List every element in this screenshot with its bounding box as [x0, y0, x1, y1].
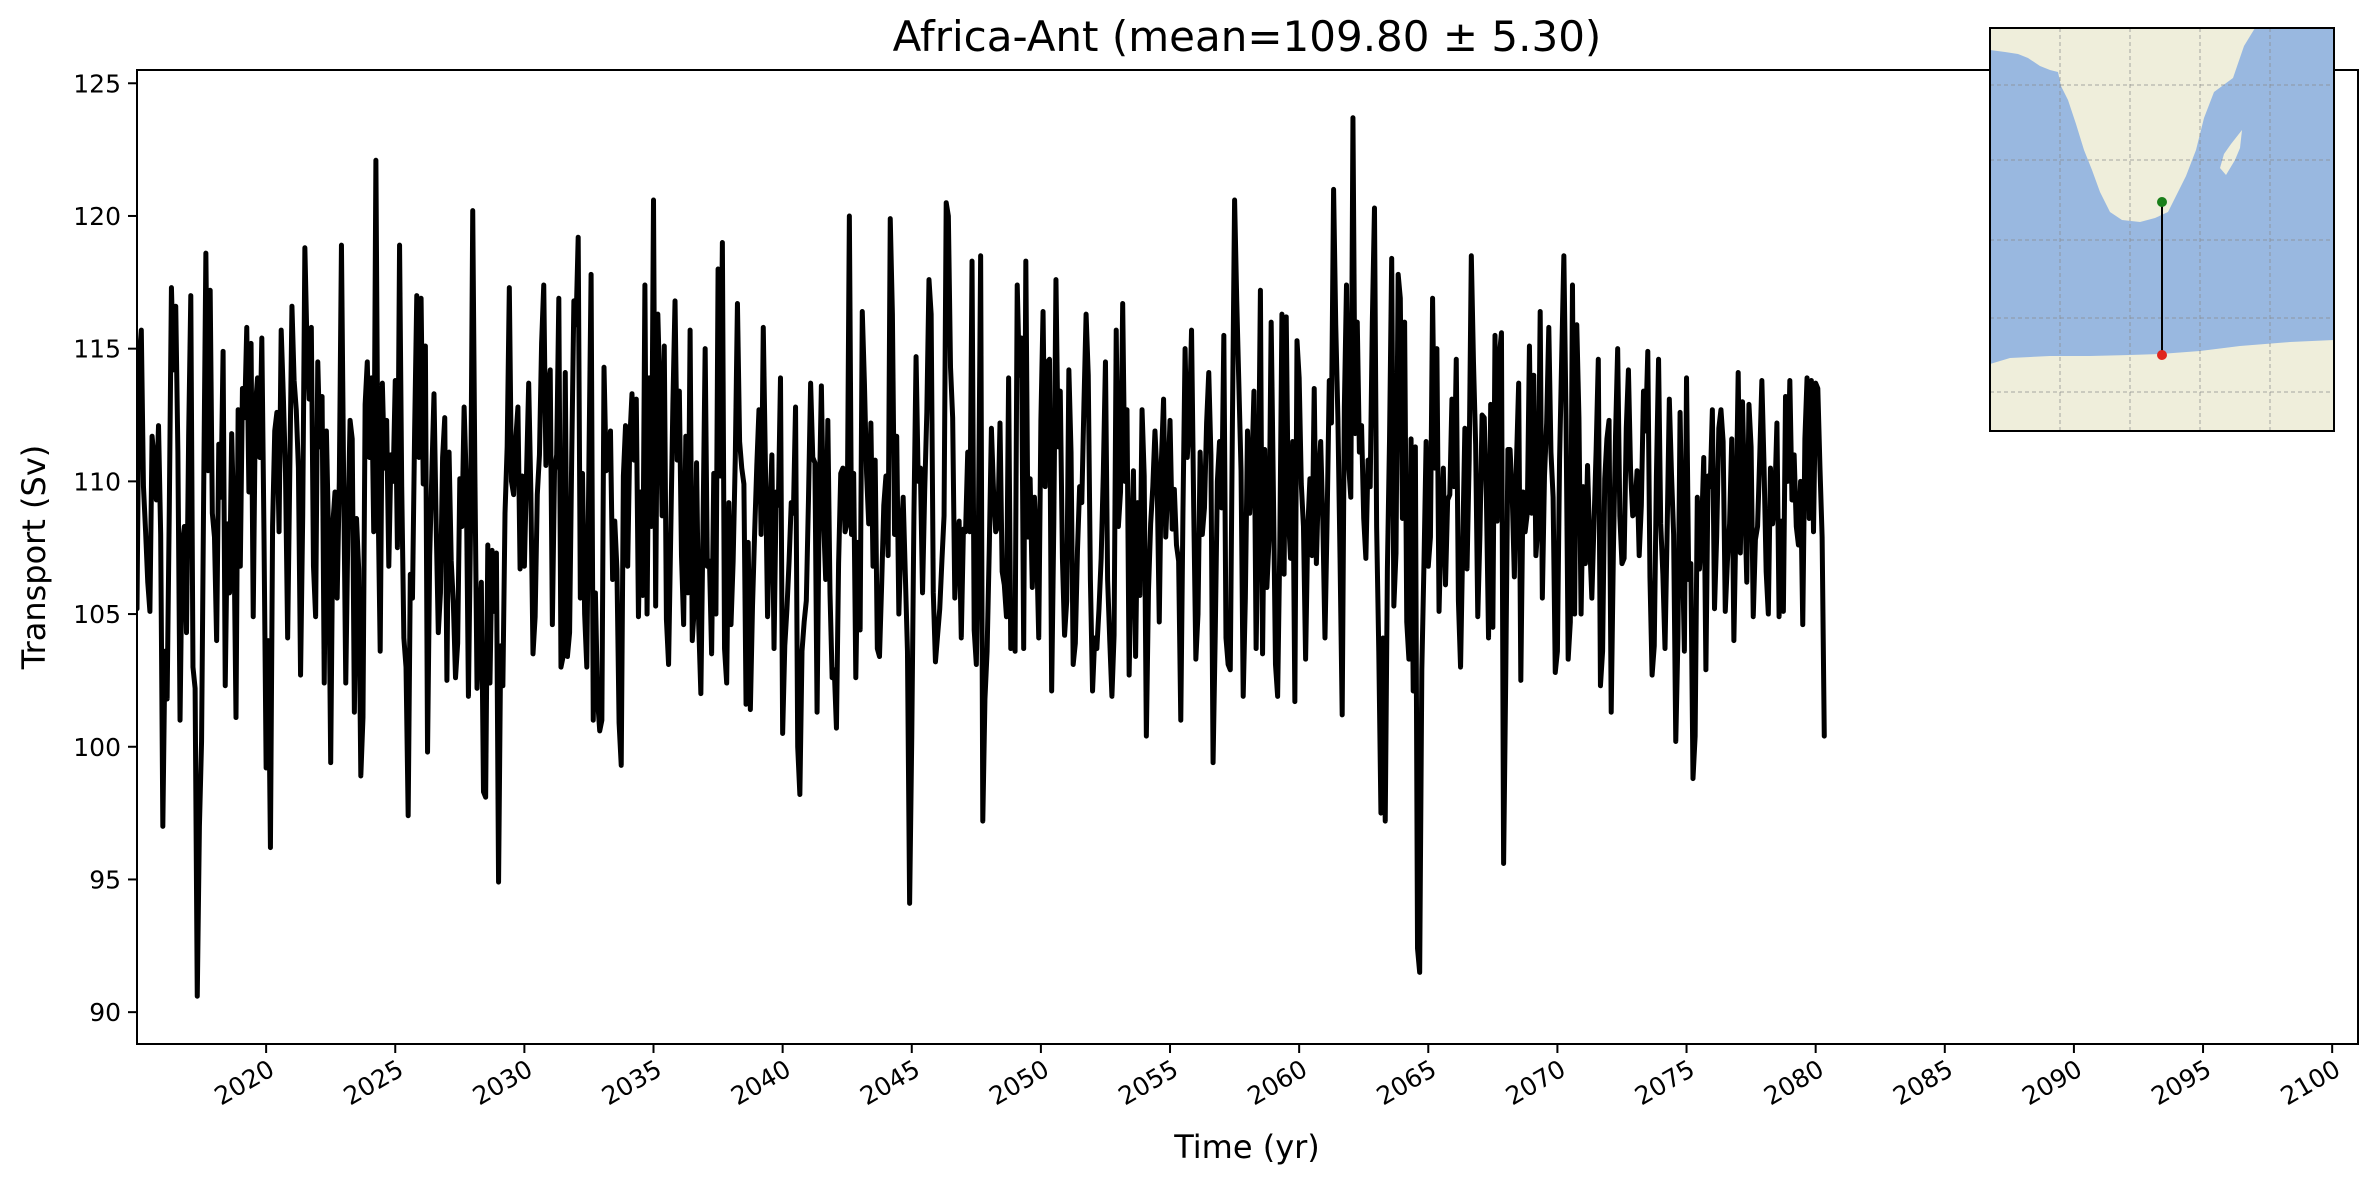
inset-madagascar [2220, 130, 2242, 175]
y-tick-label: 105 [73, 600, 121, 629]
y-axis-label: Transport (Sv) [15, 445, 53, 671]
y-tick-label: 125 [73, 69, 121, 98]
y-ticks: 90 95 100 105 110 115 120 125 [73, 69, 137, 1027]
x-axis-label: Time (yr) [1173, 1128, 1320, 1166]
inset-frame [1989, 27, 2335, 432]
y-tick-label: 100 [73, 733, 121, 762]
y-tick-label: 110 [73, 467, 121, 496]
inset-section-start-marker [2157, 197, 2167, 207]
inset-antarctica [1990, 340, 2334, 431]
y-tick-label: 115 [73, 335, 121, 364]
y-tick-label: 95 [89, 865, 121, 894]
inset-map [1989, 27, 2335, 432]
plot-frame [136, 69, 2359, 1045]
series-line-0 [137, 115, 1827, 999]
series-layer [137, 115, 1827, 999]
y-tick-label: 120 [73, 202, 121, 231]
chart-title: Africa-Ant (mean=109.80 ± 5.30) [893, 12, 1602, 61]
y-tick-label: 90 [89, 998, 121, 1027]
inset-africa-landmass [1990, 28, 2255, 222]
inset-section-end-marker [2157, 350, 2167, 360]
